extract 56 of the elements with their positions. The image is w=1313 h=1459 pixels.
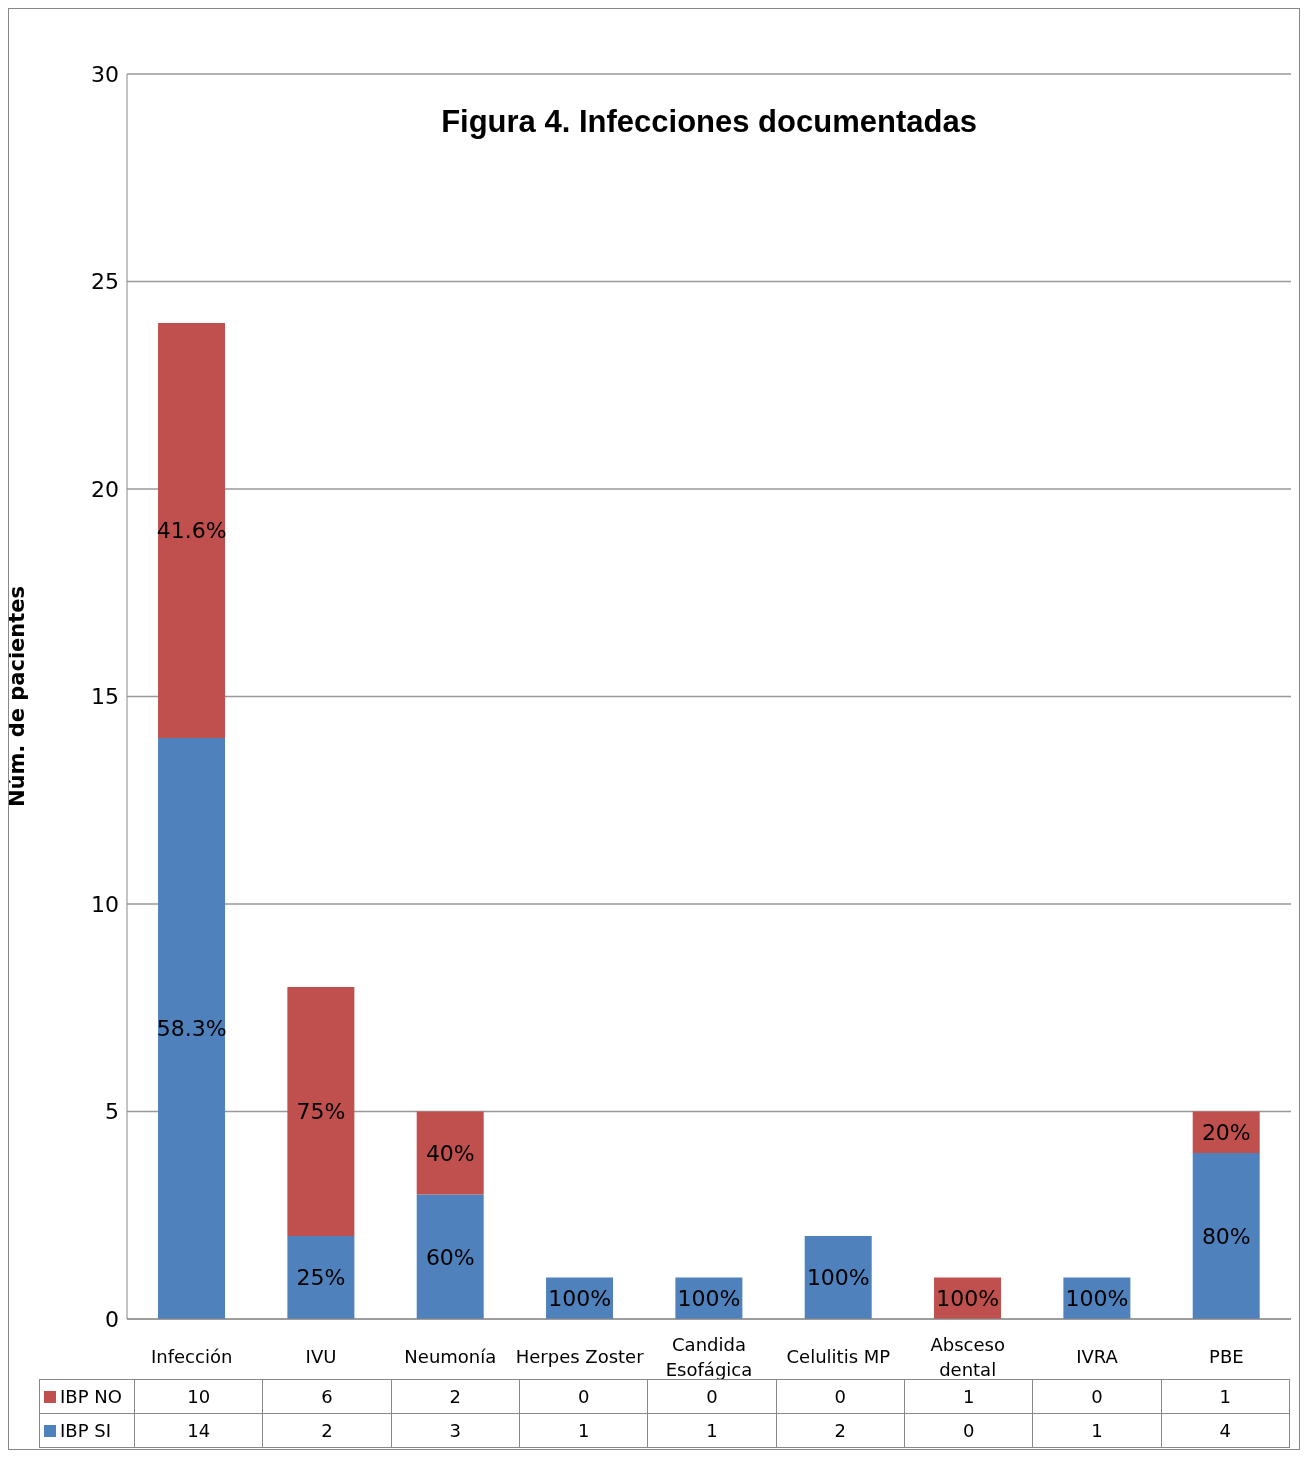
annotation: 20% <box>1201 1120 1251 1146</box>
y-tick-label: 20 <box>91 476 119 502</box>
legend-label: IBP SI <box>39 1413 135 1448</box>
bar <box>416 1111 484 1195</box>
data-label: 1 <box>1032 1413 1162 1448</box>
bar <box>287 1236 355 1319</box>
text: Figura 4. Infecciones documentadas <box>440 104 978 140</box>
annotation: 25% <box>296 1265 346 1291</box>
annotation: 100% <box>677 1286 741 1312</box>
annotation: 60% <box>425 1244 475 1270</box>
x-tick-label: Celulitis MP <box>786 1346 891 1367</box>
bar <box>158 323 226 738</box>
data-label: 0 <box>519 1379 648 1414</box>
bar <box>1192 1153 1260 1319</box>
annotation: 75% <box>296 1099 346 1125</box>
y-tick-label: 5 <box>105 1099 119 1125</box>
y-tick-label: 10 <box>91 891 119 917</box>
bar <box>158 738 226 1319</box>
annotation: 80% <box>1201 1223 1251 1249</box>
data-label: 2 <box>776 1413 905 1448</box>
data-label: 10 <box>134 1379 263 1414</box>
y-tick-label: 0 <box>105 1306 119 1332</box>
x-tick-label: Candida Esofágica <box>665 1334 753 1380</box>
x-tick-label: Infección <box>150 1346 233 1367</box>
x-tick-label: Herpes Zoster <box>515 1346 645 1367</box>
x-tick-label: IVU <box>305 1346 337 1367</box>
annotation: 40% <box>425 1140 475 1166</box>
annotation: 100% <box>1065 1286 1129 1312</box>
data-label: 0 <box>1032 1379 1162 1414</box>
data-label: 0 <box>647 1379 777 1414</box>
data-label: 4 <box>1161 1413 1290 1448</box>
data-label: 2 <box>391 1379 520 1414</box>
data-label: 2 <box>262 1413 392 1448</box>
annotation: 100% <box>936 1286 1000 1312</box>
annotation: 100% <box>806 1265 870 1291</box>
bar <box>416 1194 484 1319</box>
y-tick-label: 30 <box>91 61 119 87</box>
data-label: 3 <box>391 1413 520 1448</box>
x-tick-label: Absceso dental <box>930 1334 1005 1380</box>
annotation: 100% <box>548 1286 612 1312</box>
y-tick-label: 15 <box>91 684 119 710</box>
y-tick-label: 25 <box>91 269 119 295</box>
data-label: 1 <box>519 1413 648 1448</box>
x-tick-label: Neumonía <box>404 1346 497 1367</box>
data-label: 1 <box>647 1413 777 1448</box>
bar <box>804 1236 872 1319</box>
data-label: 1 <box>1161 1379 1290 1414</box>
bar <box>287 987 355 1236</box>
data-label: 6 <box>262 1379 392 1414</box>
data-label: 0 <box>904 1413 1033 1448</box>
x-tick-label: PBE <box>1209 1346 1244 1367</box>
x-tick-label: IVRA <box>1076 1346 1119 1367</box>
data-label: 14 <box>134 1413 263 1448</box>
legend-label: IBP NO <box>39 1379 135 1414</box>
data-label: 0 <box>776 1379 905 1414</box>
data-label: 1 <box>904 1379 1033 1414</box>
